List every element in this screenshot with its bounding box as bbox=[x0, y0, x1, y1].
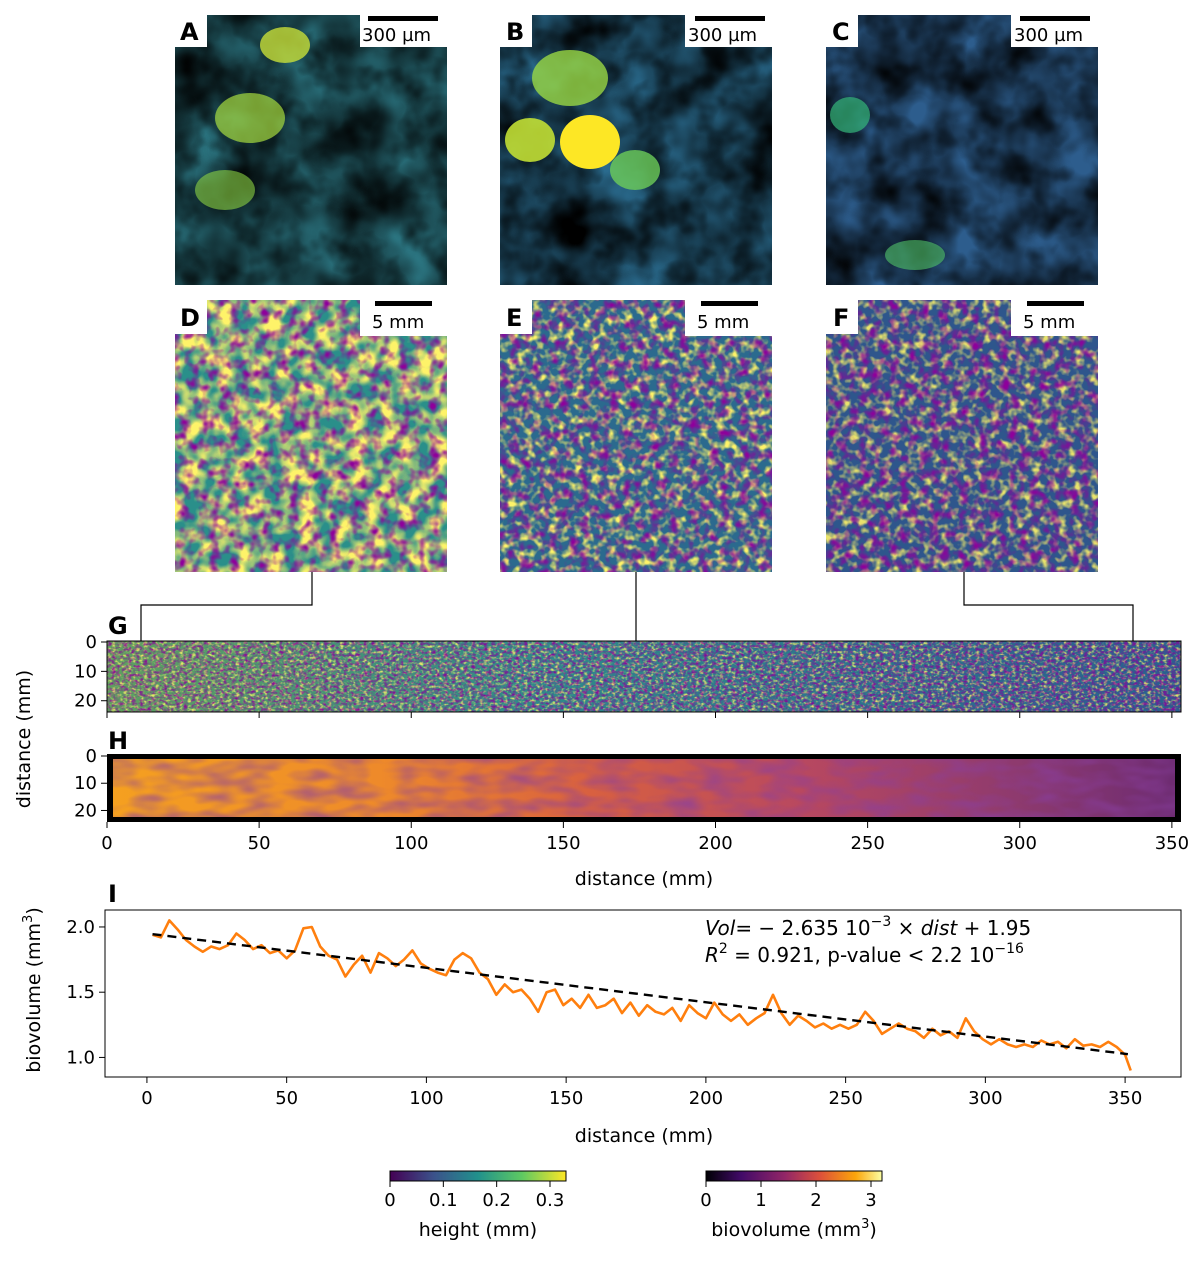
panel-E-scalebar-label: 5 mm bbox=[697, 312, 749, 333]
strip-H-yaxis: 0 10 20 bbox=[74, 746, 107, 821]
fit-equation: Vol= − 2.635 10−3 × dist + 1.95 bbox=[705, 914, 1031, 940]
panel-C-label-box: C 300 µm bbox=[826, 15, 1098, 47]
panel-A-image bbox=[175, 15, 447, 285]
biovolume-series-line bbox=[152, 919, 1132, 1071]
panel-E-image bbox=[500, 300, 772, 572]
colorbar-height-tick-label-0.2: 0.2 bbox=[482, 1190, 511, 1211]
chart-I-xtick-label-50: 50 bbox=[275, 1088, 298, 1109]
strip-G-xticks bbox=[106, 712, 1173, 718]
panel-B-image bbox=[500, 15, 772, 285]
colorbar-height-tick-label-0.1: 0.1 bbox=[429, 1190, 458, 1211]
colorbar-biovolume-gradient bbox=[705, 1170, 883, 1182]
strip-H-xtick-label-250: 250 bbox=[850, 833, 884, 854]
panel-B-label-box: B 300 µm bbox=[500, 15, 772, 47]
panel-D-label: D bbox=[180, 304, 200, 332]
fit-r2: R2 = 0.921, p-value < 2.2 10−16 bbox=[705, 941, 1024, 967]
strip-G-ytick-label-10: 10 bbox=[74, 661, 97, 682]
strip-H-xtick-label-0: 0 bbox=[101, 833, 112, 854]
panel-H-label: H bbox=[108, 727, 128, 755]
panel-D-label-box: D 5 mm bbox=[175, 300, 447, 336]
panel-A-scalebar bbox=[368, 16, 438, 21]
chart-I-xtick-label-100: 100 bbox=[409, 1088, 443, 1109]
fit-line bbox=[152, 932, 1129, 1056]
panel-A-label: A bbox=[180, 18, 199, 46]
strip-G-ytick-label-20: 20 bbox=[74, 691, 97, 712]
panel-E-label-box: E 5 mm bbox=[500, 300, 772, 336]
panel-F-scalebar-label: 5 mm bbox=[1023, 312, 1075, 333]
panel-F-label: F bbox=[833, 304, 849, 332]
strip-H-xtick-label-200: 200 bbox=[698, 833, 732, 854]
panel-C-image bbox=[826, 15, 1098, 285]
strip-H-image bbox=[107, 754, 1181, 822]
panel-D-image bbox=[175, 300, 447, 572]
panel-D-scalebar bbox=[375, 301, 432, 306]
chart-I-xtick-label-300: 300 bbox=[968, 1088, 1002, 1109]
colorbar-height-tick-label-0.3: 0.3 bbox=[536, 1190, 565, 1211]
strip-H-xaxis: 0 50 100 150 200 250 300 350 bbox=[101, 822, 1189, 854]
colorbar-biovolume-tick-label-0: 0 bbox=[700, 1190, 711, 1211]
panel-D-scalebar-label: 5 mm bbox=[372, 312, 424, 333]
colorbar-height-tick-label-0: 0 bbox=[384, 1190, 395, 1211]
panel-G-label: G bbox=[108, 612, 128, 640]
colorbar-height-label: height (mm) bbox=[419, 1219, 537, 1241]
strip-H-xtick-label-100: 100 bbox=[394, 833, 428, 854]
chart-I-xtick-label-150: 150 bbox=[549, 1088, 583, 1109]
panel-C-label: C bbox=[832, 18, 850, 46]
strip-H-ytick-label-10: 10 bbox=[74, 773, 97, 794]
chart-I-ylabel: biovolume (mm3) bbox=[21, 907, 45, 1073]
colorbar-height: 0 0.1 0.2 0.3 height (mm) bbox=[384, 1170, 567, 1241]
colorbar-biovolume-tick-label-2: 2 bbox=[810, 1190, 821, 1211]
strip-H-xtick-label-50: 50 bbox=[248, 833, 271, 854]
chart-I-xtick-label-350: 350 bbox=[1108, 1088, 1142, 1109]
colorbar-height-gradient bbox=[389, 1170, 567, 1182]
chart-I-ytick-label-1.5: 1.5 bbox=[66, 982, 95, 1003]
strip-G-yaxis: 0 10 20 bbox=[74, 632, 107, 712]
chart-I-xtick-label-200: 200 bbox=[689, 1088, 723, 1109]
colorbar-biovolume-tick-label-1: 1 bbox=[755, 1190, 766, 1211]
panel-B-scalebar bbox=[695, 16, 765, 21]
connector-lines bbox=[140, 572, 1134, 641]
panel-C-scalebar bbox=[1020, 16, 1090, 21]
strip-H-xtick-label-350: 350 bbox=[1155, 833, 1189, 854]
panel-B-scalebar-label: 300 µm bbox=[688, 25, 757, 46]
strips-ylabel: distance (mm) bbox=[13, 670, 35, 808]
chart-I-xtick-label-250: 250 bbox=[828, 1088, 862, 1109]
chart-I-frame bbox=[104, 909, 1182, 1078]
panel-A-scalebar-label: 300 µm bbox=[362, 25, 431, 46]
colorbar-biovolume: 0 1 2 3 biovolume (mm3) bbox=[700, 1170, 883, 1241]
strip-H-xtick-label-300: 300 bbox=[1003, 833, 1037, 854]
chart-I-ytick-label-1.0: 1.0 bbox=[66, 1047, 95, 1068]
panel-I-label: I bbox=[108, 880, 117, 908]
chart-I: 0 50 100 150 200 250 300 350 1.0 1.5 2.0 bbox=[66, 909, 1182, 1109]
panel-F-label-box: F 5 mm bbox=[826, 300, 1098, 336]
panel-E-scalebar bbox=[701, 301, 758, 306]
chart-I-xtick-label-0: 0 bbox=[141, 1088, 152, 1109]
panel-E-label: E bbox=[506, 304, 522, 332]
panel-F-image bbox=[826, 300, 1098, 572]
colorbar-biovolume-label: biovolume (mm3) bbox=[711, 1217, 877, 1241]
strip-G-ytick-label-0: 0 bbox=[86, 632, 97, 653]
strip-H-ytick-label-0: 0 bbox=[86, 746, 97, 767]
panel-F-scalebar bbox=[1027, 301, 1084, 306]
strips-xlabel: distance (mm) bbox=[575, 868, 713, 890]
panel-B-label: B bbox=[506, 18, 524, 46]
panel-C-scalebar-label: 300 µm bbox=[1014, 25, 1083, 46]
chart-I-xlabel: distance (mm) bbox=[575, 1125, 713, 1147]
colorbar-biovolume-tick-label-3: 3 bbox=[865, 1190, 876, 1211]
chart-I-ytick-label-2.0: 2.0 bbox=[66, 917, 95, 938]
panel-A-label-box: A 300 µm bbox=[175, 15, 447, 47]
strip-H-xtick-label-150: 150 bbox=[546, 833, 580, 854]
strip-G-image bbox=[106, 640, 1182, 713]
strip-H-ytick-label-20: 20 bbox=[74, 800, 97, 821]
